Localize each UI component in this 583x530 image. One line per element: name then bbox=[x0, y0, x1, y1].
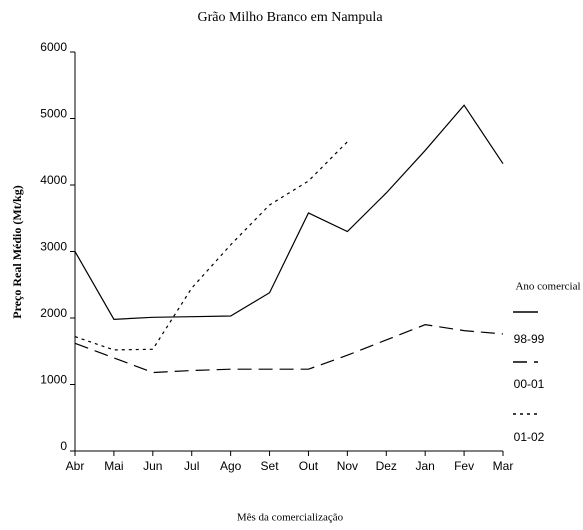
series-line bbox=[74, 104, 504, 320]
y-axis-label: Preço Real Médio (Mt/kg) bbox=[10, 185, 24, 318]
y-tick-label: 0 bbox=[60, 439, 67, 453]
x-tick-label: Out bbox=[299, 459, 319, 473]
x-tick-label: Jun bbox=[143, 459, 162, 473]
series-line bbox=[74, 324, 504, 374]
legend-label: 01-02 bbox=[514, 430, 545, 444]
x-tick-label: Set bbox=[261, 459, 280, 473]
x-tick-label: Jan bbox=[416, 459, 435, 473]
x-tick-label: Jul bbox=[184, 459, 199, 473]
y-tick-label: 5000 bbox=[40, 107, 67, 121]
legend-label: 00-01 bbox=[514, 377, 545, 391]
x-tick-label: Abr bbox=[66, 459, 85, 473]
x-axis-label: Mês da comercialização bbox=[237, 512, 344, 524]
y-tick-label: 6000 bbox=[40, 40, 67, 54]
legend-title: Ano comercial bbox=[515, 281, 580, 293]
x-tick-label: Mai bbox=[104, 459, 123, 473]
chart-title: Grão Milho Branco em Nampula bbox=[197, 10, 383, 25]
x-tick-label: Nov bbox=[337, 459, 358, 473]
x-tick-label: Dez bbox=[376, 459, 397, 473]
y-tick-label: 3000 bbox=[40, 240, 67, 254]
legend-label: 98-99 bbox=[514, 332, 545, 346]
y-tick-label: 4000 bbox=[40, 173, 67, 187]
y-tick-label: 1000 bbox=[40, 373, 67, 387]
x-tick-label: Fev bbox=[454, 459, 474, 473]
x-tick-label: Mar bbox=[493, 459, 514, 473]
y-tick-label: 2000 bbox=[40, 306, 67, 320]
x-tick-label: Ago bbox=[220, 459, 242, 473]
